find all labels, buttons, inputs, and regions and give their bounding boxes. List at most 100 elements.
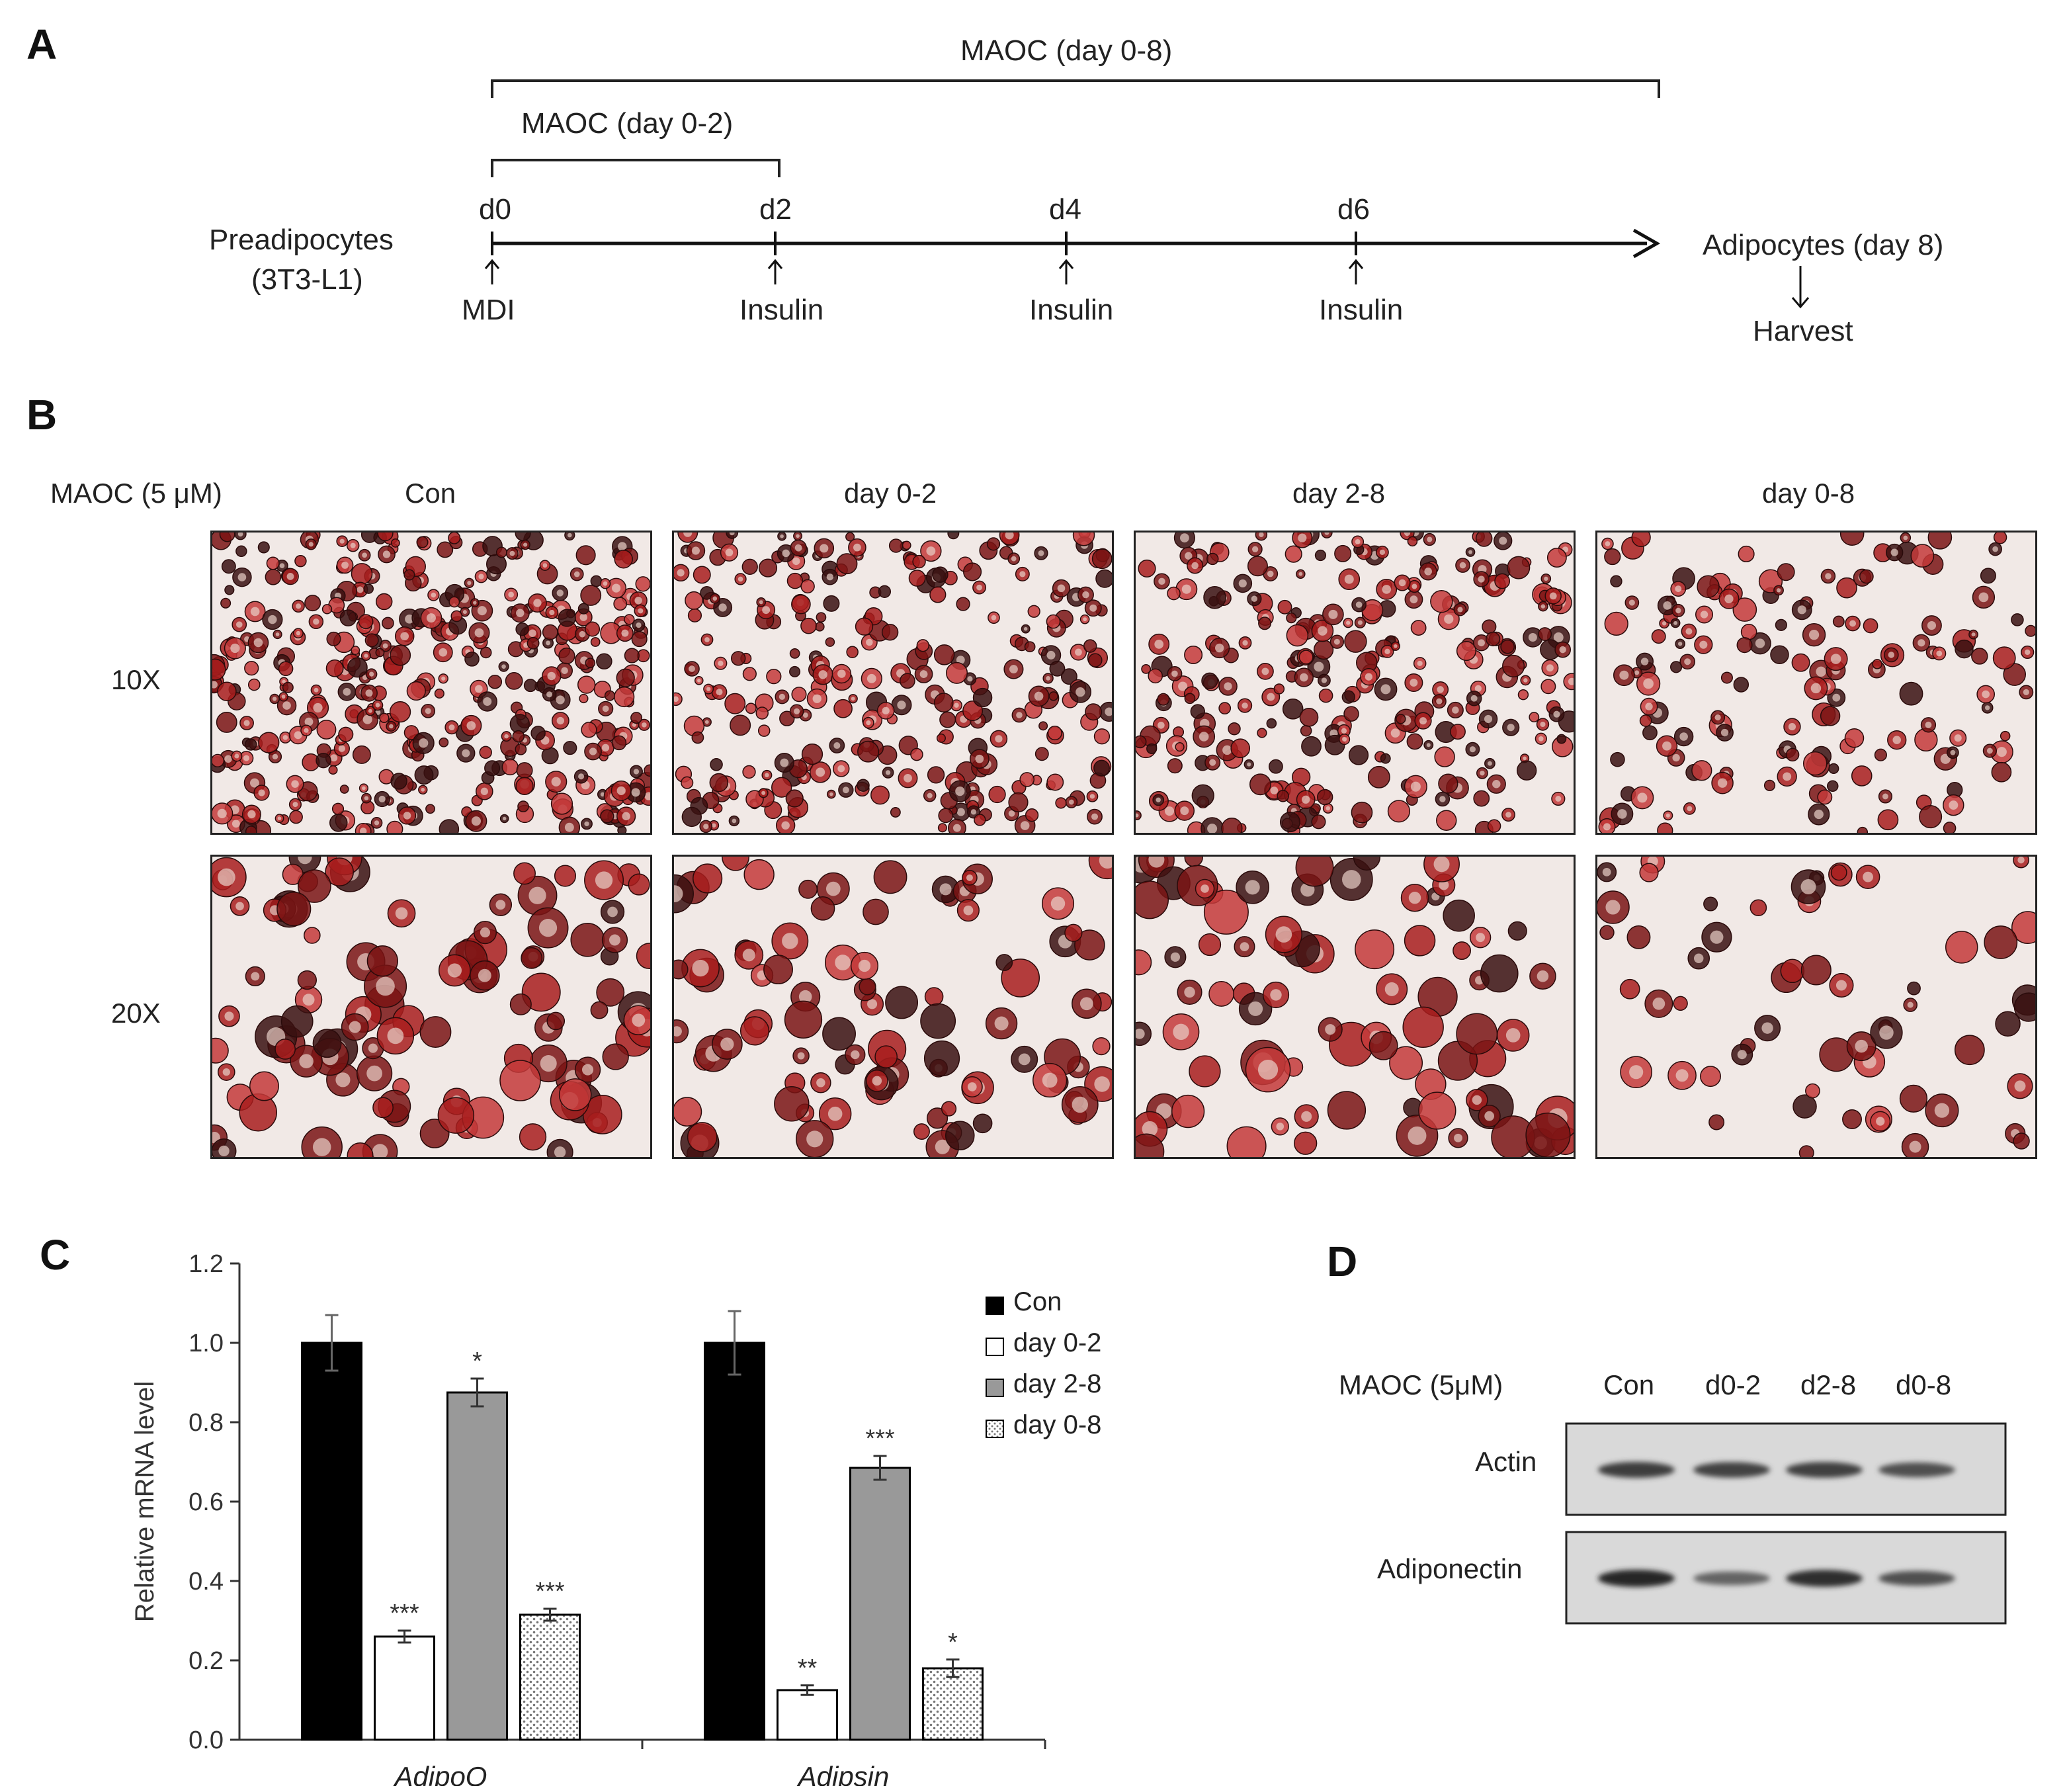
column-label-con: Con <box>405 478 456 509</box>
stained-lipid-droplet <box>936 733 946 743</box>
droplet-highlight <box>549 609 555 616</box>
droplet-highlight <box>975 754 984 763</box>
droplet-highlight <box>1023 626 1028 631</box>
droplet-highlight <box>366 1065 382 1082</box>
droplet-highlight <box>1238 579 1247 588</box>
band-actin-lane-2 <box>1693 1462 1770 1478</box>
droplet-highlight <box>866 720 871 726</box>
droplet-highlight <box>230 643 240 654</box>
stained-lipid-droplet <box>924 987 944 1006</box>
droplet-highlight <box>1016 712 1023 718</box>
stained-lipid-droplet <box>920 1003 956 1039</box>
droplet-highlight <box>2017 856 2025 864</box>
stained-lipid-droplet <box>1133 735 1147 749</box>
stained-lipid-droplet <box>1191 784 1214 807</box>
stained-lipid-droplet <box>1842 1109 1862 1129</box>
stained-lipid-droplet <box>913 1123 930 1140</box>
stained-lipid-droplet <box>929 586 947 603</box>
droplet-highlight <box>634 597 642 605</box>
droplet-highlight <box>781 821 790 830</box>
stained-lipid-droplet <box>1074 929 1105 960</box>
stained-lipid-droplet <box>217 681 237 701</box>
droplet-highlight <box>578 773 585 780</box>
droplet-highlight <box>1761 1022 1773 1034</box>
stained-lipid-droplet <box>687 1122 718 1152</box>
stained-lipid-droplet <box>1344 630 1367 653</box>
micrograph-day-2-8-10x <box>1132 523 1581 841</box>
droplet-highlight <box>919 670 928 678</box>
droplet-highlight <box>1382 585 1392 594</box>
droplet-highlight <box>277 816 282 820</box>
droplet-highlight <box>1469 746 1476 753</box>
bracket-short-label: MAOC (day 0-2) <box>521 107 734 140</box>
western-condition-label: MAOC (5μM) <box>1339 1369 1503 1400</box>
droplet-highlight <box>1546 664 1554 672</box>
stained-lipid-droplet <box>1770 645 1789 664</box>
stained-lipid-droplet <box>530 726 546 741</box>
droplet-highlight <box>1424 568 1432 576</box>
droplet-highlight <box>1426 743 1431 747</box>
droplet-highlight <box>1154 640 1164 649</box>
stained-lipid-droplet <box>743 859 775 890</box>
stained-lipid-droplet <box>1456 1013 1498 1055</box>
stained-lipid-droplet <box>923 1040 960 1077</box>
legend-swatch-day-2-8 <box>986 1379 1004 1397</box>
droplet-highlight <box>1298 533 1307 542</box>
droplet-highlight <box>671 1026 682 1037</box>
droplet-highlight <box>282 735 288 740</box>
droplet-highlight <box>314 687 319 693</box>
droplet-highlight <box>1222 745 1232 755</box>
droplet-highlight <box>1257 1059 1279 1080</box>
stained-lipid-droplet <box>1857 826 1869 838</box>
stained-lipid-droplet <box>505 672 523 690</box>
stained-lipid-droplet <box>266 556 280 570</box>
treatment-insulin-d4: Insulin <box>1029 294 1114 326</box>
droplet-highlight <box>237 573 247 581</box>
droplet-highlight <box>467 581 472 585</box>
stained-lipid-droplet <box>1610 751 1625 767</box>
stained-lipid-droplet <box>331 802 345 815</box>
stained-lipid-droplet <box>1167 758 1183 774</box>
droplet-highlight <box>1267 693 1275 701</box>
stained-lipid-droplet <box>823 595 840 612</box>
stained-lipid-droplet <box>448 531 461 544</box>
stained-lipid-droplet <box>515 622 529 636</box>
droplet-highlight <box>1788 722 1796 731</box>
stained-lipid-droplet <box>1001 959 1040 998</box>
legend-swatch-day-0-8 <box>986 1420 1004 1438</box>
droplet-highlight <box>1832 693 1841 702</box>
bar-adipoq-day-0-8 <box>519 1613 581 1741</box>
micrograph-day-0-8-20x <box>1595 849 2044 1161</box>
droplet-highlight <box>1996 747 2007 757</box>
droplet-highlight <box>1663 601 1672 610</box>
droplet-highlight <box>1909 1140 1921 1153</box>
stained-lipid-droplet <box>1995 1011 2021 1037</box>
stained-lipid-droplet <box>1792 1094 1817 1119</box>
droplet-highlight <box>387 1027 404 1045</box>
stained-lipid-droplet <box>590 1001 609 1019</box>
droplet-highlight <box>833 742 841 749</box>
droplet-highlight <box>1300 673 1308 682</box>
droplet-highlight <box>697 679 701 683</box>
stained-lipid-droplet <box>216 711 237 733</box>
droplet-highlight <box>573 571 580 577</box>
end-cell-label: Adipocytes (day 8) <box>1703 229 1944 261</box>
stained-lipid-droplet <box>480 646 492 659</box>
droplet-highlight <box>546 691 553 698</box>
droplet-highlight <box>365 689 373 697</box>
stained-lipid-droplet <box>2013 1132 2030 1150</box>
stained-lipid-droplet <box>709 773 729 792</box>
stained-lipid-droplet <box>763 955 793 985</box>
droplet-highlight <box>835 955 851 970</box>
stained-lipid-droplet <box>1277 790 1289 802</box>
droplet-highlight <box>1505 1028 1521 1043</box>
stained-lipid-droplet <box>312 1029 342 1058</box>
stained-lipid-droplet <box>1341 690 1355 704</box>
stained-lipid-droplet <box>1639 714 1652 727</box>
band-adiponectin-lane-4 <box>1878 1570 1955 1586</box>
stained-lipid-droplet <box>986 537 1001 551</box>
stained-lipid-droplet <box>501 758 519 776</box>
stained-lipid-droplet <box>1720 671 1733 684</box>
stained-lipid-droplet <box>1060 668 1077 685</box>
droplet-highlight <box>812 694 822 703</box>
